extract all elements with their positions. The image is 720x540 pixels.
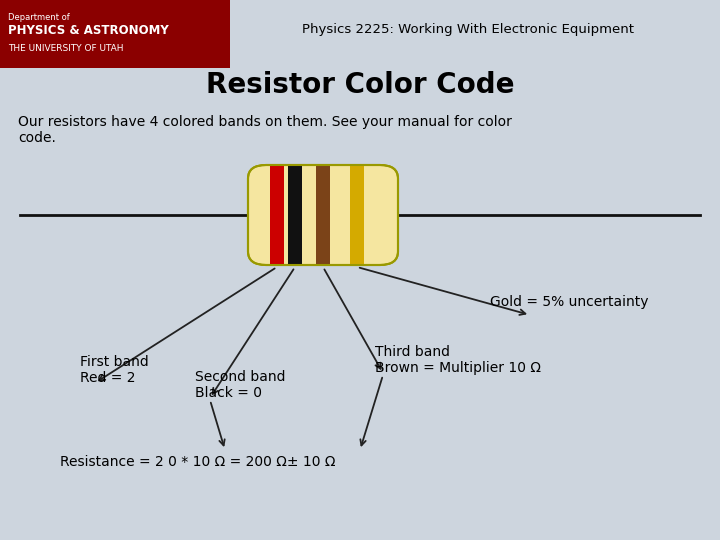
Text: PHYSICS & ASTRONOMY: PHYSICS & ASTRONOMY	[8, 24, 168, 37]
Text: Physics 2225: Working With Electronic Equipment: Physics 2225: Working With Electronic Eq…	[302, 24, 634, 37]
Text: Resistor Color Code: Resistor Color Code	[206, 71, 514, 99]
Bar	[155, 0, 230, 68]
Text: Resistance = 2 0 * 10 Ω = 200 Ω± 10 Ω: Resistance = 2 0 * 10 Ω = 200 Ω± 10 Ω	[60, 455, 336, 469]
Text: Second band
Black = 0: Second band Black = 0	[195, 370, 286, 400]
FancyBboxPatch shape	[248, 165, 398, 265]
Bar	[350, 165, 364, 265]
Bar	[288, 165, 302, 265]
Text: Department of: Department of	[8, 13, 70, 22]
Text: Our resistors have 4 colored bands on them. See your manual for color
code.: Our resistors have 4 colored bands on th…	[18, 115, 512, 145]
Text: Third band
Brown = Multiplier 10 Ω: Third band Brown = Multiplier 10 Ω	[375, 345, 541, 375]
FancyBboxPatch shape	[0, 0, 230, 68]
Text: First band
Red = 2: First band Red = 2	[80, 355, 149, 385]
Bar	[270, 165, 284, 265]
Bar	[316, 165, 330, 265]
Text: Gold = 5% uncertainty: Gold = 5% uncertainty	[490, 295, 649, 309]
Text: THE UNIVERSITY OF UTAH: THE UNIVERSITY OF UTAH	[8, 44, 124, 53]
